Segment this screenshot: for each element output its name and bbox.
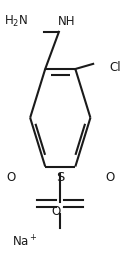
Text: O: O xyxy=(105,172,114,184)
Text: O: O xyxy=(6,172,16,184)
Text: H$_2$N: H$_2$N xyxy=(4,14,28,29)
Text: NH: NH xyxy=(58,15,75,28)
Text: Cl: Cl xyxy=(110,61,121,74)
Text: Na$^+$: Na$^+$ xyxy=(12,234,38,250)
Text: S: S xyxy=(56,172,65,184)
Text: O$^-$: O$^-$ xyxy=(51,205,70,218)
